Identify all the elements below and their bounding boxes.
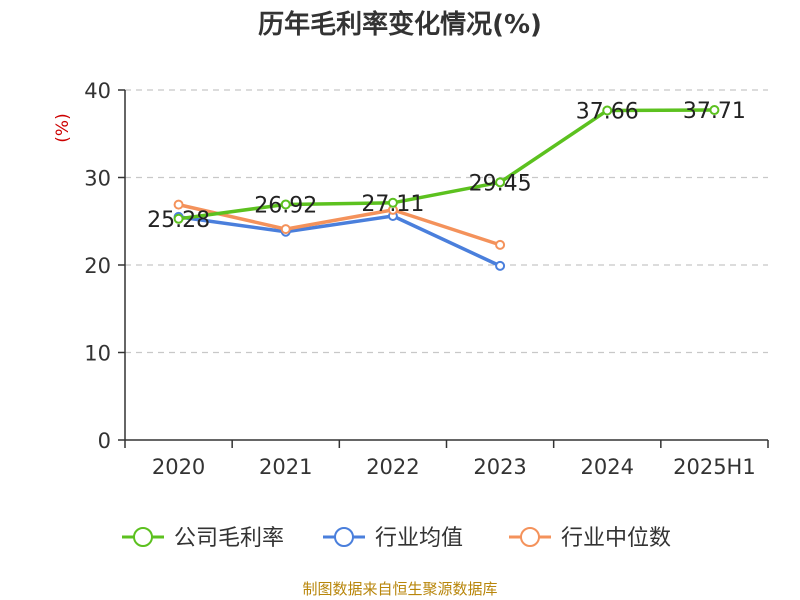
legend-marker — [520, 527, 540, 547]
series-line — [178, 202, 501, 247]
data-point — [602, 105, 613, 116]
y-tick-label: 10 — [84, 342, 111, 366]
x-tick-label: 2023 — [473, 455, 526, 479]
data-point — [280, 199, 291, 210]
data-label: 27.11 — [361, 192, 424, 217]
series-line — [178, 214, 501, 268]
y-axis-label: (%) — [53, 113, 73, 142]
data-point — [280, 224, 291, 235]
data-label: 37.71 — [683, 99, 746, 124]
data-point — [495, 260, 506, 271]
legend-label: 行业均值 — [375, 526, 463, 551]
x-tick-label: 2020 — [152, 455, 205, 479]
data-label: 37.66 — [576, 99, 639, 124]
data-point — [173, 199, 184, 210]
source-note: 制图数据来自恒生聚源数据库 — [302, 580, 498, 598]
data-point — [709, 105, 720, 116]
legend-label: 公司毛利率 — [174, 526, 284, 551]
x-tick-label: 2025H1 — [673, 455, 756, 479]
chart-title: 历年毛利率变化情况(%) — [258, 10, 542, 40]
series-lines — [173, 105, 720, 271]
grid-lines — [125, 89, 768, 354]
data-point — [495, 239, 506, 250]
x-tick-label: 2024 — [581, 455, 634, 479]
series-line — [178, 108, 715, 221]
y-tick-label: 20 — [84, 254, 111, 278]
legend-marker — [133, 527, 153, 547]
data-labels: 25.28 26.92 27.11 29.45 37.66 37.71 — [147, 99, 746, 233]
legend-label: 行业中位数 — [561, 526, 671, 551]
y-tick-label: 40 — [84, 79, 111, 103]
data-point — [387, 197, 398, 208]
data-point — [173, 213, 184, 224]
y-tick-label: 0 — [98, 429, 111, 453]
axes: 0 10 20 30 40 2020 2021 2022 2023 2024 2025H1 (%) — [53, 79, 769, 479]
data-label: 26.92 — [254, 193, 317, 218]
x-tick-label: 2022 — [366, 455, 419, 479]
data-label: 25.28 — [147, 208, 210, 233]
data-label: 29.45 — [469, 171, 532, 196]
data-point — [495, 177, 506, 188]
legend[interactable]: 公司毛利率 行业均值 行业中位数 — [122, 526, 671, 551]
legend-marker — [334, 527, 354, 547]
x-tick-label: 2021 — [259, 455, 312, 479]
y-tick-label: 30 — [84, 167, 111, 191]
